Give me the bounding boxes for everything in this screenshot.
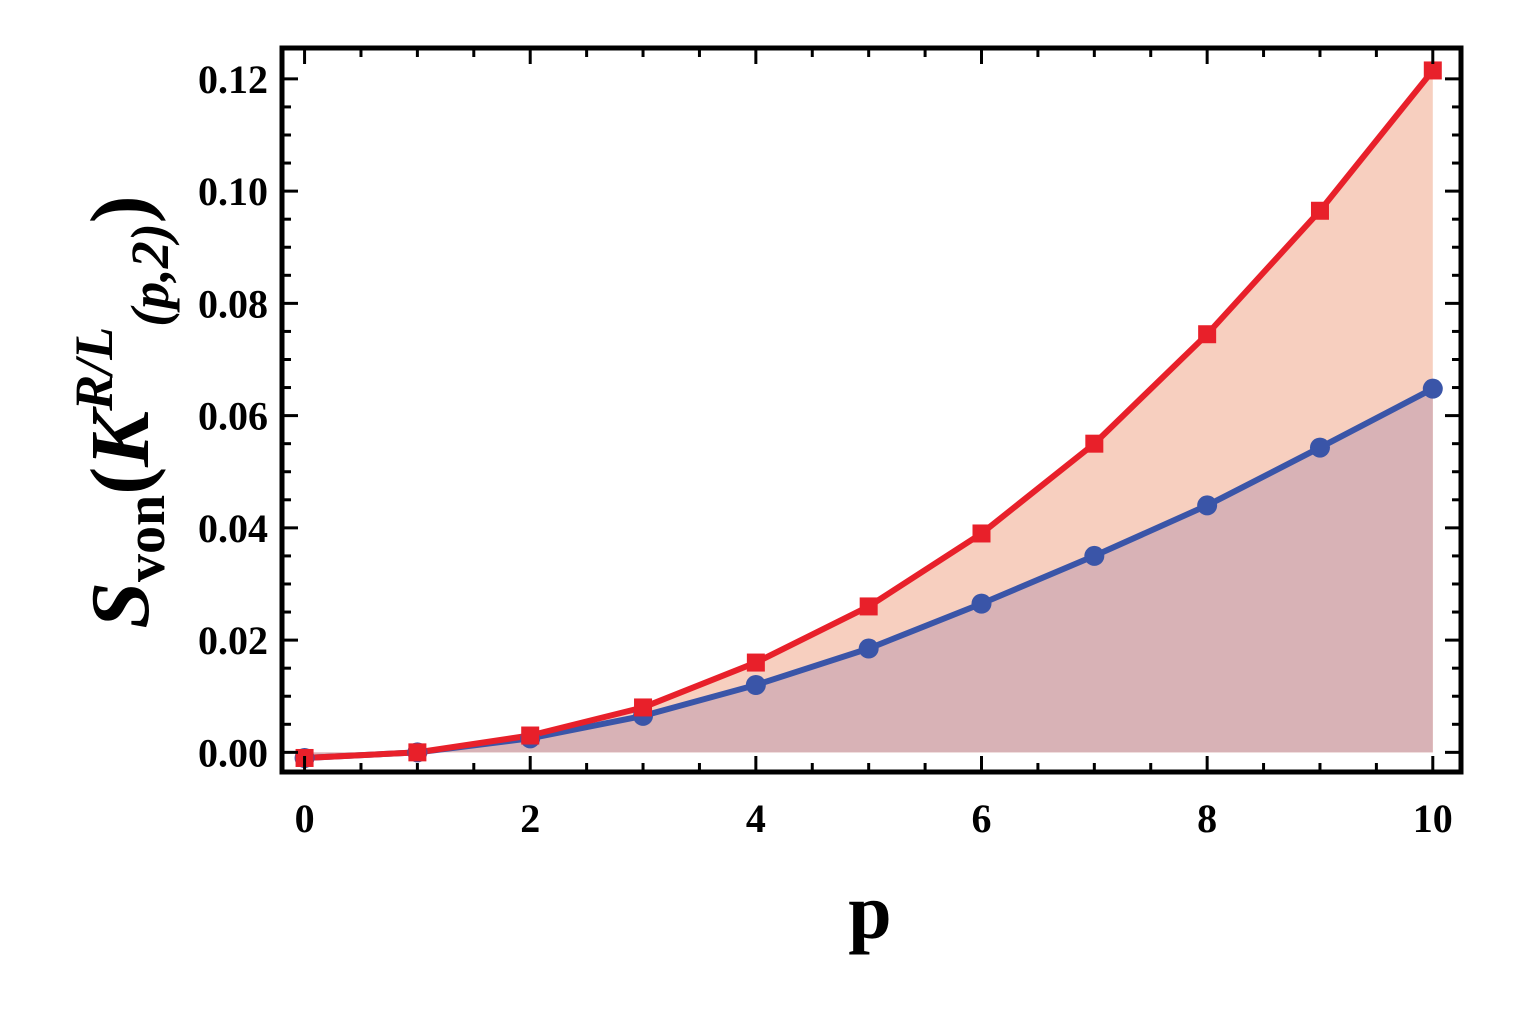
series-2-point	[1197, 495, 1218, 516]
y-title-paren-open: (	[74, 467, 167, 495]
series-markers	[294, 61, 1443, 768]
series-1-point	[408, 743, 427, 762]
series-1-point	[1085, 434, 1104, 453]
area-fills	[304, 70, 1433, 758]
y-tick-label: 0.10	[198, 169, 268, 214]
y-title-sup: R/L	[64, 327, 124, 412]
series-2-point	[1309, 437, 1330, 458]
y-tick-label: 0.02	[198, 618, 268, 663]
y-title-main: S	[74, 582, 167, 629]
series-1-point	[972, 524, 991, 543]
x-tick-label: 10	[1413, 796, 1453, 841]
x-tick-label: 0	[295, 796, 315, 841]
series-1-point	[521, 726, 540, 745]
y-tick-label: 0.06	[198, 394, 268, 439]
series-1-point	[1310, 201, 1329, 220]
series-1-point	[859, 597, 878, 616]
y-title-subscript: (p,2)	[120, 223, 180, 326]
x-tick-label: 2	[520, 796, 540, 841]
series-2-point	[1422, 378, 1443, 399]
series-2-point	[858, 638, 879, 659]
series-1-point	[1198, 325, 1217, 344]
series-2-point	[971, 593, 992, 614]
y-title-sub: von	[115, 495, 177, 582]
y-title-paren-close: )	[74, 195, 167, 223]
x-tick-label: 6	[972, 796, 992, 841]
x-tick-labels: 0 2 4 6 8 10	[295, 796, 1453, 841]
x-tick-label: 8	[1197, 796, 1217, 841]
x-axis-title: p	[848, 868, 891, 955]
y-tick-label: 0.08	[198, 281, 268, 326]
plot-frame	[279, 45, 1464, 775]
series-1-point	[634, 698, 653, 717]
y-title-base: K	[74, 406, 167, 468]
series-2-point	[1084, 545, 1105, 566]
y-tick-label: 0.00	[198, 730, 268, 775]
y-tick-labels: 0.00 0.02 0.04 0.06 0.08 0.10 0.12	[198, 57, 268, 775]
x-tick-label: 4	[746, 796, 766, 841]
series-2-point	[745, 675, 766, 696]
y-tick-label: 0.04	[198, 506, 268, 551]
series-2-area	[304, 388, 1433, 758]
svg-text:Svon(KR/L(p,2)): Svon(KR/L(p,2))	[64, 195, 180, 628]
y-tick-label: 0.12	[198, 57, 268, 102]
series-1-point	[746, 653, 765, 672]
series-1-point	[1423, 61, 1442, 80]
y-axis-title: Svon(KR/L(p,2))	[64, 195, 180, 628]
